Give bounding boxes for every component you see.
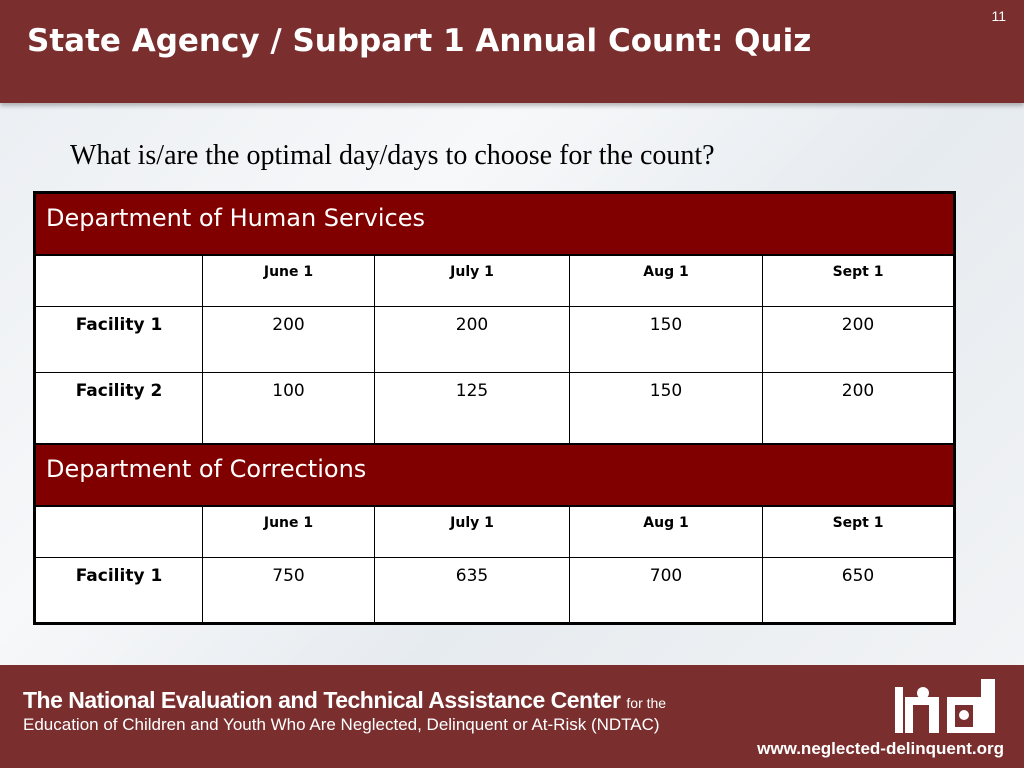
date-header-cell: Aug 1 <box>569 505 763 558</box>
count-cell: 125 <box>374 372 570 445</box>
count-cell: 200 <box>202 306 375 373</box>
slide-header: 11 State Agency / Subpart 1 Annual Count… <box>0 0 1024 103</box>
date-header-cell: June 1 <box>202 254 375 307</box>
empty-corner-cell <box>34 505 203 558</box>
date-header-cell: Sept 1 <box>761 505 956 558</box>
ndtac-logo-icon <box>895 679 995 733</box>
count-cell: 700 <box>569 557 763 624</box>
table-row: Facility 1 750 635 700 650 <box>34 557 956 624</box>
count-cell: 100 <box>202 372 375 445</box>
slide-title: State Agency / Subpart 1 Annual Count: Q… <box>27 23 812 59</box>
count-cell: 150 <box>569 306 763 373</box>
count-cell: 150 <box>569 372 763 445</box>
footer-org-subtitle: Education of Children and Youth Who Are … <box>23 715 660 734</box>
count-cell: 200 <box>761 306 956 373</box>
date-header-cell: Aug 1 <box>569 254 763 307</box>
facility-label: Facility 2 <box>34 372 203 445</box>
footer-org-name: The National Evaluation and Technical As… <box>23 687 666 714</box>
table-row: Facility 2 100 125 150 200 <box>34 372 956 445</box>
count-table: Department of Human Services June 1 July… <box>33 191 957 625</box>
date-header-cell: July 1 <box>374 254 570 307</box>
table-row: Facility 1 200 200 150 200 <box>34 306 956 373</box>
slide-footer <box>0 665 1024 768</box>
facility-label: Facility 1 <box>34 557 203 624</box>
section-header-row: Department of Corrections <box>33 443 956 507</box>
date-header-row: June 1 July 1 Aug 1 Sept 1 <box>34 505 956 558</box>
date-header-cell: July 1 <box>374 505 570 558</box>
count-cell: 635 <box>374 557 570 624</box>
facility-label: Facility 1 <box>34 306 203 373</box>
count-cell: 200 <box>374 306 570 373</box>
date-header-row: June 1 July 1 Aug 1 Sept 1 <box>34 254 956 307</box>
quiz-question: What is/are the optimal day/days to choo… <box>70 140 715 171</box>
empty-corner-cell <box>34 254 203 307</box>
department-label: Department of Corrections <box>33 443 956 507</box>
date-header-cell: Sept 1 <box>761 254 956 307</box>
date-header-cell: June 1 <box>202 505 375 558</box>
page-number: 11 <box>991 8 1006 24</box>
count-cell: 750 <box>202 557 375 624</box>
footer-website: www.neglected-delinquent.org <box>757 739 1004 758</box>
footer-org-suffix: for the <box>626 695 667 711</box>
section-header-row: Department of Human Services <box>33 191 956 256</box>
count-cell: 200 <box>761 372 956 445</box>
department-label: Department of Human Services <box>33 191 956 256</box>
count-cell: 650 <box>761 557 956 624</box>
footer-org-title: The National Evaluation and Technical As… <box>23 687 621 713</box>
